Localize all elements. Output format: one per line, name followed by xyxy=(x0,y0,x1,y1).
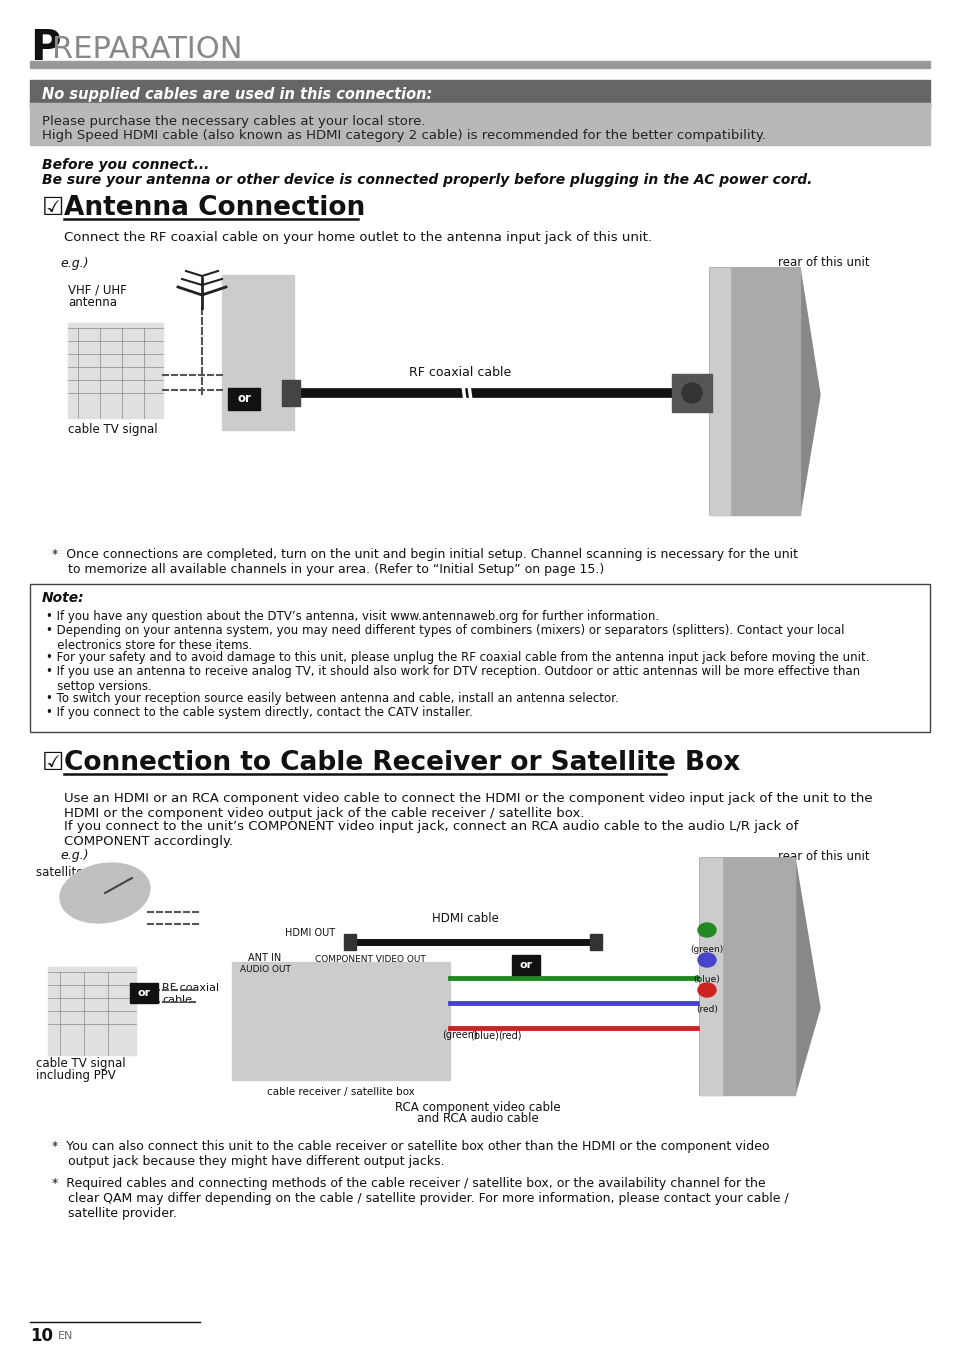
Ellipse shape xyxy=(698,983,716,998)
Circle shape xyxy=(681,383,701,403)
Text: cable receiver / satellite box: cable receiver / satellite box xyxy=(267,1086,415,1097)
Bar xyxy=(228,388,260,410)
Text: Connect the RF coaxial cable on your home outlet to the antenna input jack of th: Connect the RF coaxial cable on your hom… xyxy=(64,231,651,244)
Polygon shape xyxy=(700,857,794,1095)
Text: 10: 10 xyxy=(30,1326,53,1345)
Text: No supplied cables are used in this connection:: No supplied cables are used in this conn… xyxy=(42,86,432,101)
Polygon shape xyxy=(709,268,820,515)
Text: antenna: antenna xyxy=(68,297,117,310)
Text: RF coaxial cable: RF coaxial cable xyxy=(409,365,511,379)
Text: COMPONENT VIDEO OUT: COMPONENT VIDEO OUT xyxy=(314,956,425,965)
Bar xyxy=(30,584,929,732)
Text: (blue): (blue) xyxy=(470,1030,499,1041)
Text: P: P xyxy=(30,27,61,69)
Text: • To switch your reception source easily between antenna and cable, install an a: • To switch your reception source easily… xyxy=(46,692,618,705)
Text: rear of this unit: rear of this unit xyxy=(778,256,869,270)
Text: ANT IN: ANT IN xyxy=(248,953,281,962)
Text: rear of this unit: rear of this unit xyxy=(778,849,869,863)
Text: e.g.): e.g.) xyxy=(60,849,89,863)
Text: • If you use an antenna to receive analog TV, it should also work for DTV recept: • If you use an antenna to receive analo… xyxy=(46,665,860,693)
Text: (red): (red) xyxy=(696,1006,718,1014)
Text: cable: cable xyxy=(162,995,192,1006)
Text: ☑: ☑ xyxy=(42,195,64,220)
Text: *  Once connections are completed, turn on the unit and begin initial setup. Cha: * Once connections are completed, turn o… xyxy=(52,549,797,576)
Text: cable TV signal: cable TV signal xyxy=(68,423,157,437)
Bar xyxy=(671,373,711,412)
Text: or: or xyxy=(518,960,532,971)
Bar xyxy=(30,61,929,67)
Text: REPARATION: REPARATION xyxy=(52,35,242,65)
Polygon shape xyxy=(709,268,800,515)
Text: • Depending on your antenna system, you may need different types of combiners (m: • Depending on your antenna system, you … xyxy=(46,624,843,652)
Text: and RCA audio cable: and RCA audio cable xyxy=(416,1112,538,1126)
Text: e.g.): e.g.) xyxy=(60,256,89,270)
Text: (blue): (blue) xyxy=(693,975,720,984)
Text: or: or xyxy=(236,392,251,406)
Text: • For your safety and to avoid damage to this unit, please unplug the RF coaxial: • For your safety and to avoid damage to… xyxy=(46,651,868,665)
Text: *  You can also connect this unit to the cable receiver or satellite box other t: * You can also connect this unit to the … xyxy=(52,1140,769,1167)
Text: ☑: ☑ xyxy=(42,751,64,775)
Bar xyxy=(130,983,158,1003)
Polygon shape xyxy=(700,857,721,1095)
Polygon shape xyxy=(700,857,820,1095)
Text: Use an HDMI or an RCA component video cable to connect the HDMI or the component: Use an HDMI or an RCA component video ca… xyxy=(64,793,872,820)
Polygon shape xyxy=(709,268,729,515)
Text: cable TV signal: cable TV signal xyxy=(36,1057,126,1069)
Ellipse shape xyxy=(698,953,716,967)
Text: High Speed HDMI cable (also known as HDMI category 2 cable) is recommended for t: High Speed HDMI cable (also known as HDM… xyxy=(42,129,765,143)
Bar xyxy=(48,967,136,1055)
Text: RCA component video cable: RCA component video cable xyxy=(395,1100,560,1113)
Bar xyxy=(512,954,539,975)
Text: Please purchase the necessary cables at your local store.: Please purchase the necessary cables at … xyxy=(42,116,425,128)
Bar xyxy=(30,102,929,146)
Text: or: or xyxy=(137,988,151,998)
Text: (green): (green) xyxy=(690,945,723,954)
Text: VHF / UHF: VHF / UHF xyxy=(68,283,127,297)
Text: Note:: Note: xyxy=(42,590,85,605)
Text: If you connect to the unit’s COMPONENT video input jack, connect an RCA audio ca: If you connect to the unit’s COMPONENT v… xyxy=(64,820,798,848)
Bar xyxy=(589,934,601,950)
Text: Antenna Connection: Antenna Connection xyxy=(64,195,365,221)
Text: HDMI OUT: HDMI OUT xyxy=(285,927,335,938)
Bar xyxy=(68,324,163,418)
Text: Be sure your antenna or other device is connected properly before plugging in th: Be sure your antenna or other device is … xyxy=(42,173,812,187)
Ellipse shape xyxy=(60,863,150,922)
Ellipse shape xyxy=(698,923,716,937)
Text: Connection to Cable Receiver or Satellite Box: Connection to Cable Receiver or Satellit… xyxy=(64,749,740,776)
Text: AUDIO OUT: AUDIO OUT xyxy=(239,965,290,975)
Text: satellite dish: satellite dish xyxy=(36,867,112,879)
Text: (red): (red) xyxy=(497,1030,521,1041)
Text: (green): (green) xyxy=(441,1030,477,1041)
Text: • If you have any question about the DTV’s antenna, visit www.antennaweb.org for: • If you have any question about the DTV… xyxy=(46,611,659,623)
Text: *  Required cables and connecting methods of the cable receiver / satellite box,: * Required cables and connecting methods… xyxy=(52,1177,788,1220)
Text: Before you connect...: Before you connect... xyxy=(42,158,209,173)
Bar xyxy=(232,962,450,1080)
Bar xyxy=(30,80,929,108)
Text: RF coaxial: RF coaxial xyxy=(162,983,219,993)
Text: • If you connect to the cable system directly, contact the CATV installer.: • If you connect to the cable system dir… xyxy=(46,706,473,718)
Text: EN: EN xyxy=(58,1330,73,1341)
Bar xyxy=(282,380,299,406)
Bar xyxy=(344,934,355,950)
Text: including PPV: including PPV xyxy=(36,1069,115,1082)
Text: HDMI cable: HDMI cable xyxy=(432,911,498,925)
Bar xyxy=(222,275,294,430)
